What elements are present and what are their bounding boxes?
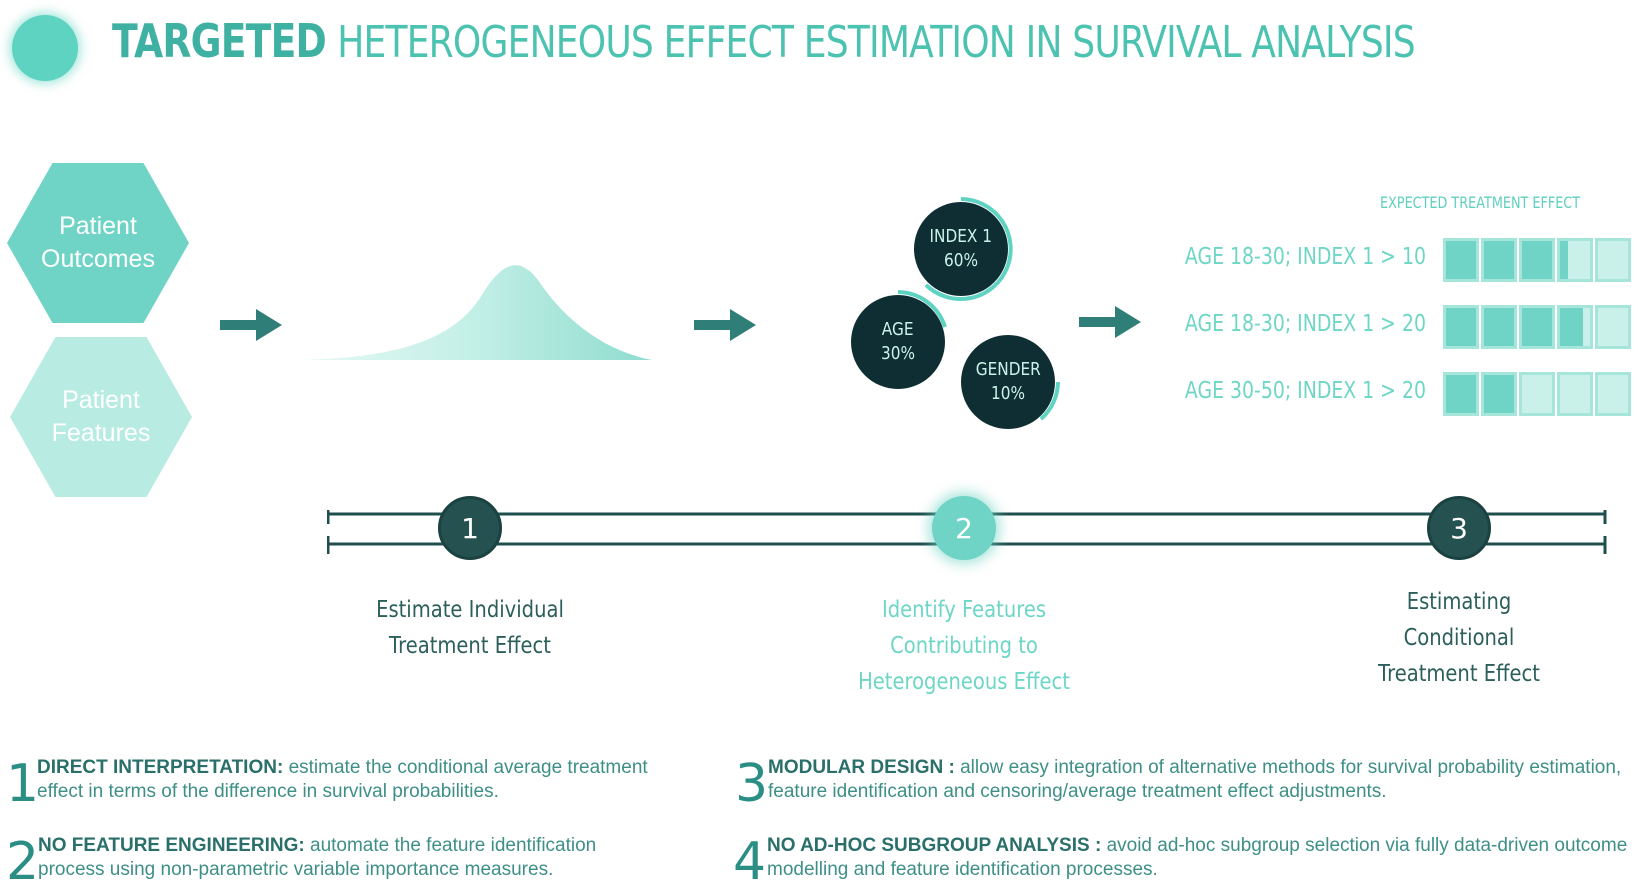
- effect-cell: [1481, 372, 1517, 416]
- title-rest: Heterogeneous Effect Estimation in Survi…: [337, 17, 1415, 68]
- effect-cell: [1443, 238, 1479, 282]
- principle-4-number: 4: [733, 832, 767, 886]
- stage-1-marker: 1: [438, 496, 502, 560]
- stage-2-marker: 2: [932, 496, 996, 560]
- effect-distribution-curve: [300, 258, 660, 368]
- principle-2-number: 2: [6, 832, 40, 886]
- effect-cell-fill: [1522, 241, 1552, 279]
- principle-line: automate the feature identification: [304, 835, 597, 856]
- feature-bubble-gender: GENDER 10%: [961, 335, 1055, 429]
- stage-label-line: Treatment Effect: [1378, 661, 1540, 687]
- stage-label-line: Estimating: [1406, 589, 1512, 615]
- page-title: Targeted Heterogeneous Effect Estimation…: [112, 14, 1416, 68]
- feature-arc: [845, 289, 951, 400]
- effect-cell: [1481, 238, 1517, 282]
- principle-3-text: MODULAR DESIGN : allow easy integration …: [768, 756, 1621, 804]
- feature-arc: [955, 329, 1061, 440]
- feature-name: AGE: [882, 319, 914, 340]
- effect-cell: [1519, 238, 1555, 282]
- effect-cell-fill: [1484, 241, 1514, 279]
- subgroup-label: AGE 30-50; INDEX 1 > 20: [1184, 378, 1426, 404]
- expected-effect-bars: [1443, 238, 1633, 418]
- feature-importance: 10%: [990, 383, 1025, 404]
- stage-label-line: Contributing to: [890, 633, 1038, 659]
- effect-cell: [1557, 238, 1593, 282]
- arrow-right-icon: [1077, 302, 1143, 342]
- effect-cell: [1557, 305, 1593, 349]
- principle-heading: DIRECT INTERPRETATION:: [37, 757, 284, 778]
- feature-importance: 60%: [943, 250, 978, 271]
- principle-line: effect in terms of the difference in sur…: [37, 781, 499, 802]
- expected-effect-title: EXPECTED TREATMENT EFFECT: [1380, 193, 1581, 212]
- feature-bubble-index1: INDEX 1 60%: [914, 202, 1008, 296]
- feature-arc: [908, 196, 1014, 307]
- subgroup-label: AGE 18-30; INDEX 1 > 20: [1184, 311, 1426, 337]
- principle-2-text: NO FEATURE ENGINEERING: automate the fea…: [38, 834, 596, 882]
- principle-heading: MODULAR DESIGN :: [768, 757, 955, 778]
- feature-bubble-age: AGE 30%: [851, 295, 945, 389]
- effect-cell: [1443, 372, 1479, 416]
- principle-line: allow easy integration of alternative me…: [954, 757, 1622, 778]
- principle-1-text: DIRECT INTERPRETATION: estimate the cond…: [37, 756, 648, 804]
- principle-4-text: NO AD-HOC SUBGROUP ANALYSIS : avoid ad-h…: [767, 834, 1627, 882]
- principle-line: estimate the conditional average treatme…: [283, 757, 648, 778]
- effect-cell-fill: [1446, 308, 1476, 346]
- hex-features-line1: Patient: [62, 386, 140, 414]
- effect-cell: [1519, 372, 1555, 416]
- stage-3-label: Estimating Conditional Treatment Effect: [1340, 584, 1578, 692]
- feature-importance: 30%: [880, 343, 915, 364]
- principle-line: avoid ad-hoc subgroup selection via full…: [1101, 835, 1628, 856]
- hex-outcomes-line1: Patient: [59, 212, 137, 240]
- effect-cell-fill: [1484, 375, 1514, 413]
- title-strong: Targeted: [112, 14, 327, 68]
- feature-name: GENDER: [975, 359, 1041, 380]
- feature-name: INDEX 1: [929, 226, 993, 247]
- subgroup-label: AGE 18-30; INDEX 1 > 10: [1184, 244, 1426, 270]
- patient-features-hexagon: Patient Features: [10, 337, 192, 497]
- stage-label-line: Heterogeneous Effect: [858, 669, 1070, 695]
- principle-line: process using non-parametric variable im…: [38, 859, 554, 880]
- principle-heading: NO AD-HOC SUBGROUP ANALYSIS :: [767, 835, 1102, 856]
- stage-label-line: Identify Features: [881, 597, 1047, 623]
- effect-cell-fill: [1446, 241, 1476, 279]
- arrow-right-icon: [692, 305, 758, 345]
- stage-label-line: Conditional: [1403, 625, 1515, 651]
- stage-label-line: Treatment Effect: [389, 633, 551, 659]
- effect-cell-fill: [1560, 241, 1568, 279]
- effect-cell: [1519, 305, 1555, 349]
- hex-outcomes-line2: Outcomes: [41, 245, 155, 273]
- stage-label-line: Estimate Individual: [376, 597, 564, 623]
- patient-outcomes-hexagon: Patient Outcomes: [7, 163, 189, 323]
- effect-cell-fill: [1446, 375, 1476, 413]
- stage-1-label: Estimate Individual Treatment Effect: [351, 592, 589, 664]
- arrow-right-icon: [218, 305, 284, 345]
- stage-2-label: Identify Features Contributing to Hetero…: [845, 592, 1083, 700]
- effect-cell-fill: [1522, 308, 1552, 346]
- hex-features-line2: Features: [51, 419, 151, 447]
- effect-cell: [1595, 305, 1631, 349]
- effect-cell: [1557, 372, 1593, 416]
- principle-heading: NO FEATURE ENGINEERING:: [38, 835, 305, 856]
- effect-cell: [1595, 238, 1631, 282]
- principle-3-number: 3: [735, 754, 769, 814]
- title-dot: [12, 15, 78, 81]
- effect-cell-fill: [1560, 308, 1583, 346]
- principle-1-number: 1: [6, 754, 40, 814]
- effect-cell: [1481, 305, 1517, 349]
- principle-line: modelling and feature identification pro…: [767, 859, 1158, 880]
- stage-3-marker: 3: [1427, 496, 1491, 560]
- effect-cell: [1443, 305, 1479, 349]
- principle-line: feature identification and censoring/ave…: [768, 781, 1387, 802]
- effect-cell: [1595, 372, 1631, 416]
- effect-cell-fill: [1484, 308, 1514, 346]
